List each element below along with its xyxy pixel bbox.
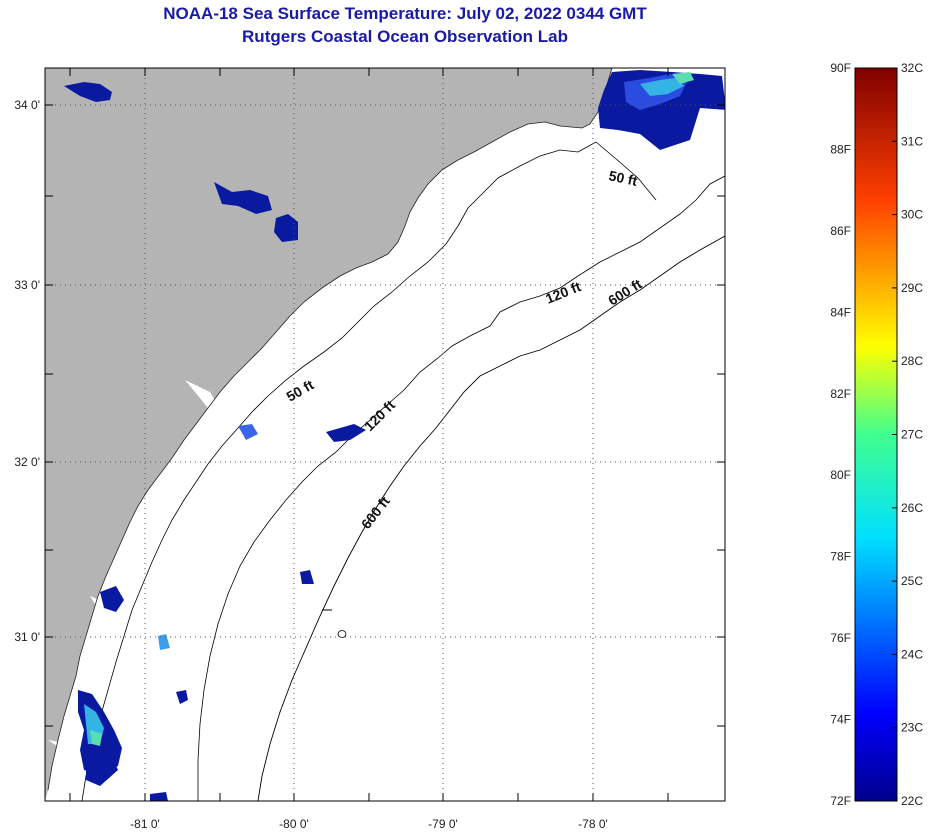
colorbar-f-label: 76F	[830, 631, 851, 645]
estuary	[90, 596, 108, 612]
colorbar-c-labels: 32C 31C 30C 29C 28C 27C 26C 25C 24C 23C 22C	[892, 61, 923, 808]
colorbar-c-label: 32C	[901, 61, 923, 75]
graticule	[45, 68, 725, 801]
colorbar-c-label: 26C	[901, 501, 923, 515]
contour-label-50ft: 50 ft	[607, 167, 639, 189]
colorbar-c-label: 27C	[901, 428, 923, 442]
lon-label: -78 0'	[578, 817, 608, 831]
colorbar-c-label: 22C	[901, 794, 923, 808]
axis-ticks	[45, 68, 725, 801]
colorbar-c-label: 28C	[901, 354, 923, 368]
colorbar-c-label: 29C	[901, 281, 923, 295]
lon-label: -80 0'	[279, 817, 309, 831]
colorbar-f-label: 90F	[830, 61, 851, 75]
lon-label: -81 0'	[130, 817, 160, 831]
colorbar-f-labels: 90F 88F 86F 84F 82F 80F 78F 76F 74F 72F	[830, 61, 851, 808]
isobath-120ft	[197, 175, 725, 801]
lat-label: 34 0'	[14, 98, 40, 112]
map-subtitle: Rutgers Coastal Ocean Observation Lab	[242, 27, 568, 46]
lon-label: -79 0'	[428, 817, 458, 831]
colorbar-f-label: 88F	[830, 142, 851, 156]
colorbar-f-label: 86F	[830, 224, 851, 238]
colorbar-c-label: 30C	[901, 208, 923, 222]
map-frame	[44, 67, 726, 802]
isobath-50ft	[595, 141, 657, 201]
estuary	[48, 740, 70, 752]
colorbar-f-label: 80F	[830, 468, 851, 482]
seamount	[337, 630, 347, 638]
colorbar-f-label: 82F	[830, 387, 851, 401]
colorbar-c-label: 24C	[901, 647, 923, 661]
colorbar-c-label: 23C	[901, 721, 923, 735]
colorbar-f-label: 72F	[830, 794, 851, 808]
colorbar-f-label: 84F	[830, 305, 851, 319]
map-title: NOAA-18 Sea Surface Temperature: July 02…	[163, 4, 647, 23]
lat-label: 32 0'	[14, 455, 40, 469]
sst-patches	[64, 70, 725, 801]
isobath-50ft	[81, 141, 597, 801]
lat-label: 31 0'	[14, 630, 40, 644]
colorbar-f-label: 74F	[830, 713, 851, 727]
colorbar-gradient	[854, 67, 898, 802]
colorbar-f-label: 78F	[830, 550, 851, 564]
colorbar-c-label: 25C	[901, 574, 923, 588]
coastline	[47, 68, 613, 791]
lat-label: 33 0'	[14, 278, 40, 292]
estuary	[185, 380, 222, 416]
land	[45, 68, 612, 801]
colorbar-c-label: 31C	[901, 134, 923, 148]
